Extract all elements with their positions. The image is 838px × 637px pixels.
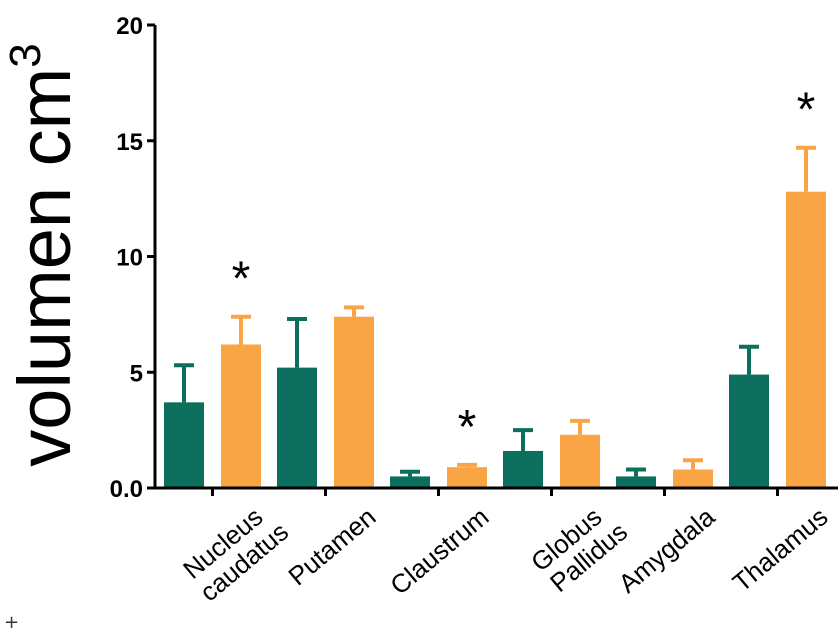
significance-mark-1: *	[232, 253, 251, 306]
y-tick-label-2: 5	[130, 360, 143, 387]
bar-1-4	[503, 450, 543, 488]
bar-1-3	[390, 476, 430, 488]
category-label-6: Thalamus	[727, 501, 834, 597]
bar-2-1	[221, 344, 261, 488]
y-tick-label-4: 15	[116, 129, 143, 156]
bars-layer	[164, 191, 826, 488]
bar-2-4	[560, 434, 600, 488]
y-tick-label-3: 10	[116, 245, 143, 272]
y-tick-label-5: 20	[116, 13, 143, 40]
category-label-5: Amygdala	[613, 501, 721, 599]
bar-2-6	[786, 191, 826, 488]
category-label-6-line-1: Thalamus	[727, 501, 834, 597]
bar-1-6	[729, 374, 769, 488]
category-label-1: Nucleuscaudatus	[176, 495, 294, 607]
category-label-2: Putamen	[282, 501, 381, 591]
bar-2-5	[673, 469, 713, 488]
significance-mark-3: *	[797, 84, 816, 137]
error-bars-layer	[174, 145, 816, 477]
y-axis-title-text: volumen cm	[3, 68, 86, 467]
bar-1-1	[164, 402, 204, 488]
bar-1-5	[616, 476, 656, 488]
y-axis-title: volumen cm3	[1, 43, 86, 466]
y-axis-title-superscript: 3	[1, 43, 50, 67]
category-label-3-line-1: Claustrum	[384, 501, 494, 600]
category-label-3: Claustrum	[384, 501, 494, 600]
bar-2-3	[447, 467, 487, 488]
significance-mark-2: *	[458, 401, 477, 454]
category-label-4: GlobusPallidus	[525, 495, 633, 599]
y-tick-label-1: 0.0	[110, 476, 143, 503]
bar-1-2	[277, 367, 317, 488]
category-label-2-line-1: Putamen	[282, 501, 381, 591]
category-label-5-line-1: Amygdala	[613, 501, 721, 599]
corner-mark: +	[4, 612, 20, 633]
bar-2-2	[334, 316, 374, 488]
axes-layer	[147, 23, 838, 496]
